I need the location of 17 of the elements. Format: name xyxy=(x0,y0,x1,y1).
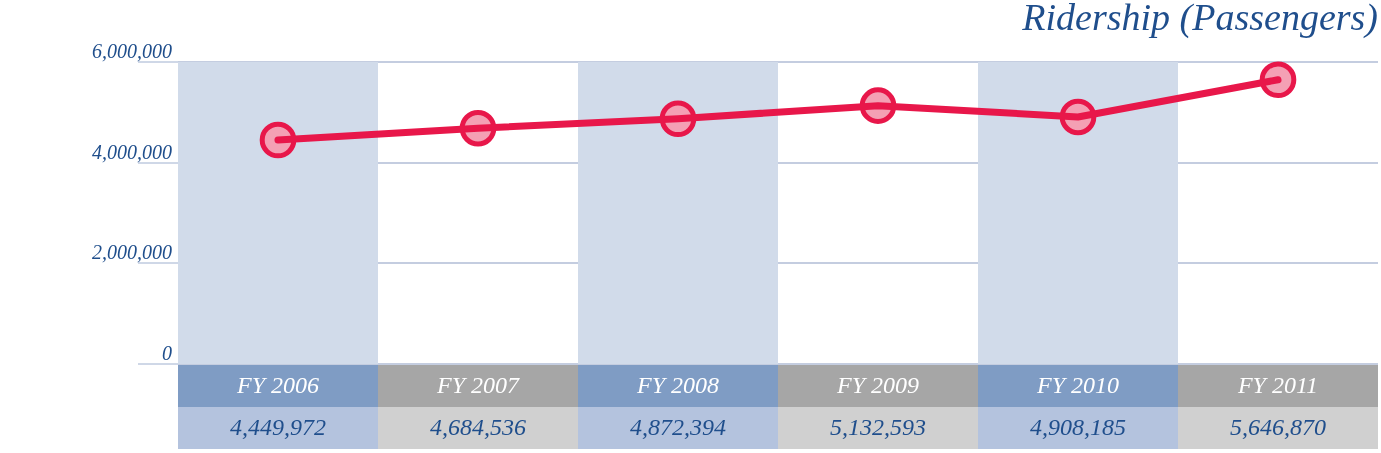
y-tick-label: 2,000,000 xyxy=(92,241,172,264)
x-tick-label: FY 2006 xyxy=(235,372,320,398)
y-tick-label: 6,000,000 xyxy=(92,40,172,62)
y-tick-label: 0 xyxy=(162,342,172,364)
data-label: 4,684,536 xyxy=(430,414,526,440)
data-label: 4,872,394 xyxy=(630,414,726,440)
data-label: 4,908,185 xyxy=(1030,414,1126,440)
x-tick-label: FY 2008 xyxy=(635,372,720,398)
y-tick-label: 4,000,000 xyxy=(92,140,172,163)
x-tick-label: FY 2009 xyxy=(835,372,920,398)
x-tick-label: FY 2007 xyxy=(435,372,520,398)
x-tick-label: FY 2010 xyxy=(1035,372,1120,398)
x-tick-label: FY 2011 xyxy=(1236,372,1319,398)
chart-title: Ridership (Passengers) xyxy=(1021,0,1378,39)
data-label: 5,132,593 xyxy=(830,414,926,440)
data-label: 4,449,972 xyxy=(230,414,326,440)
data-label: 5,646,870 xyxy=(1230,414,1326,440)
